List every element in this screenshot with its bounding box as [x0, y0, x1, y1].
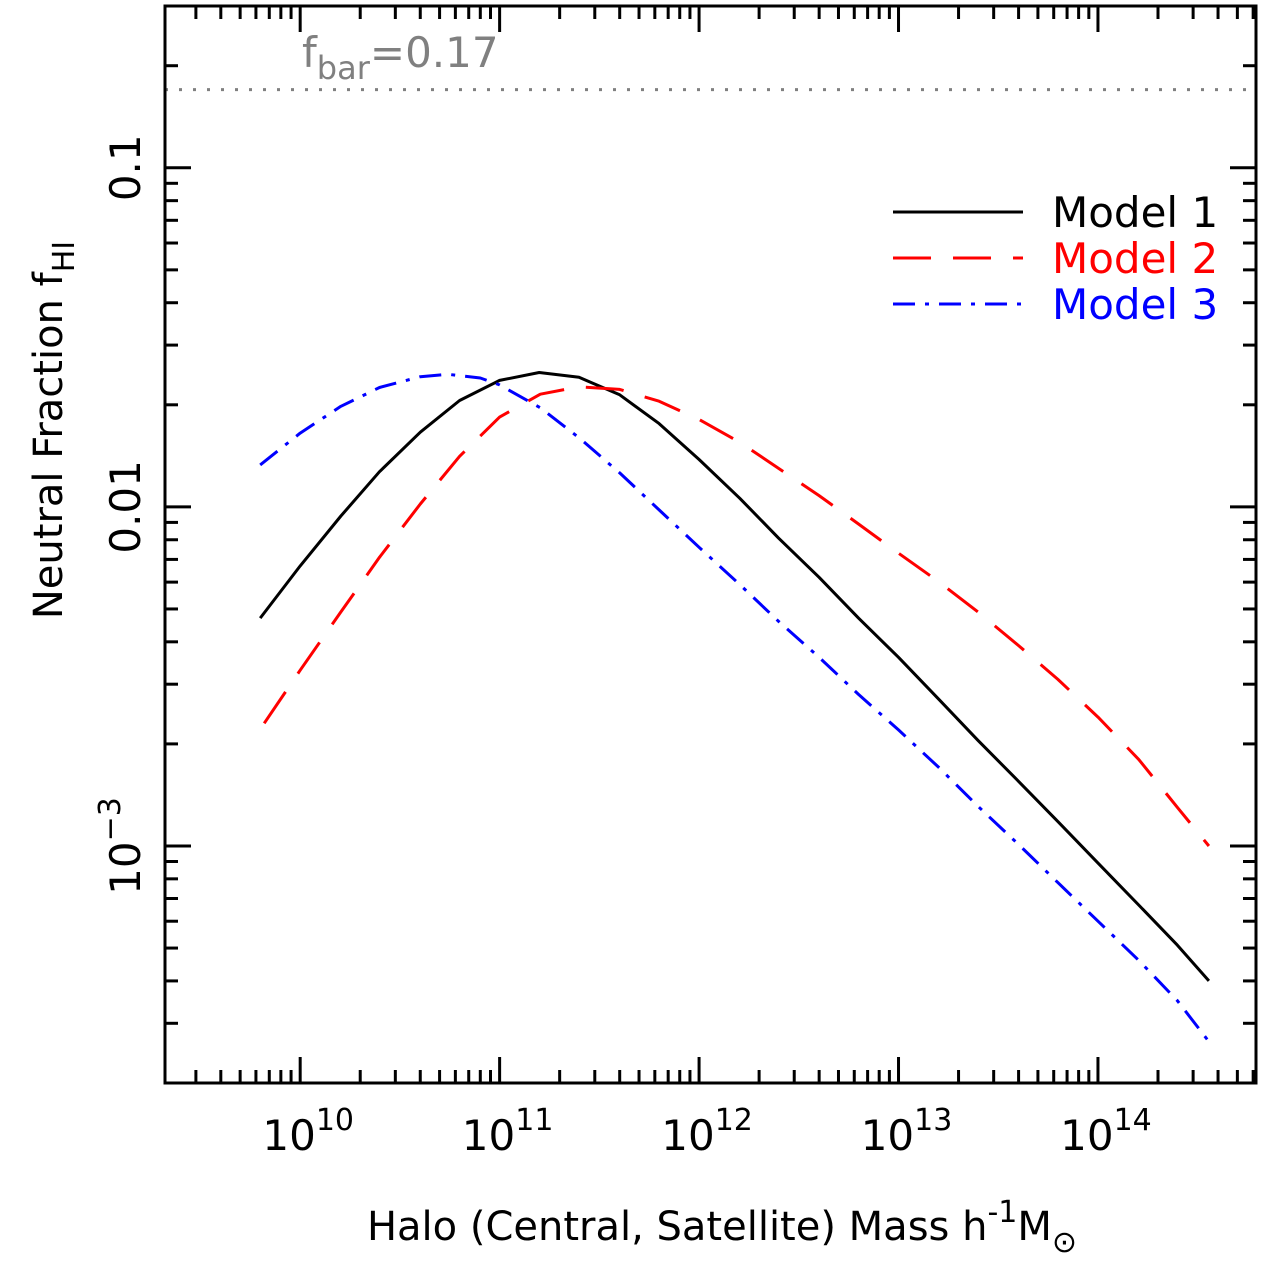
reference-line-label: fbar=0.17 — [302, 28, 499, 87]
x-tick-label: 1011 — [462, 1103, 554, 1160]
x-tick-label: 1012 — [661, 1103, 753, 1160]
series-group — [259, 371, 1211, 1043]
y-tick-label-group: 0.01 — [101, 460, 150, 554]
y-tick-label-group: 10−3 — [93, 797, 150, 895]
x-tick-labels: 1010 1011 1012 1013 1014 — [262, 1103, 1151, 1160]
series-line-model-1 — [259, 371, 1211, 982]
legend-label-model-3: Model 3 — [1052, 280, 1218, 329]
legend-label-model-1: Model 1 — [1052, 188, 1218, 237]
plot-frame — [163, 4, 1258, 1085]
x-tick-label: 1013 — [861, 1103, 953, 1160]
x-axis-title: Halo (Central, Satellite) Mass h-1M⊙ — [367, 1195, 1077, 1260]
minor-ticks — [165, 6, 1256, 1085]
x-tick-label: 1010 — [262, 1103, 354, 1160]
y-tick-label: 0.01 — [101, 460, 150, 554]
series-line-model-3 — [259, 372, 1211, 1043]
y-tick-label-group: 0.1 — [101, 134, 150, 201]
x-tick-label: 1014 — [1060, 1103, 1152, 1160]
y-tick-label: 10−3 — [93, 797, 150, 895]
y-tick-label: 0.1 — [101, 134, 150, 201]
series-line-model-2 — [262, 385, 1211, 847]
y-axis-title: Neutral Fraction fHI — [26, 241, 82, 619]
legend-label-model-2: Model 2 — [1052, 234, 1218, 283]
y-tick-labels: 0.1 0.01 10−3 — [93, 134, 150, 894]
major-ticks — [165, 6, 1256, 1083]
